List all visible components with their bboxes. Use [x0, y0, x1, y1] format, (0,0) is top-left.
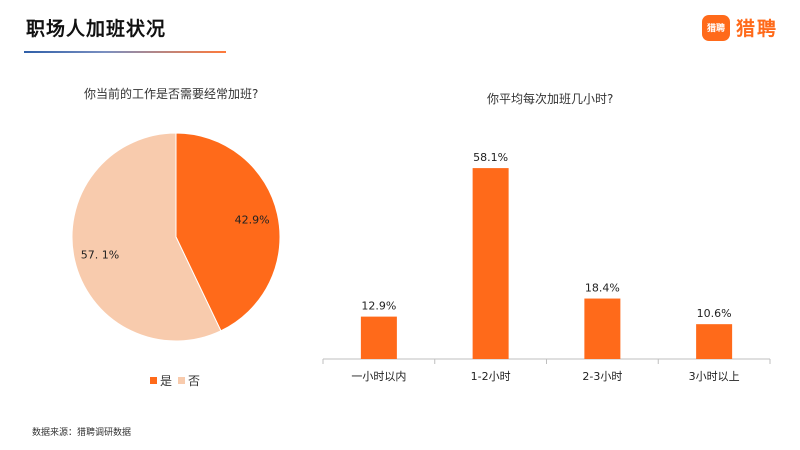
bar-3 — [696, 324, 733, 359]
pie-slice-1 — [71, 132, 222, 342]
brand-badge-icon: 猎聘 — [701, 14, 730, 41]
pie-slice-0 — [175, 132, 281, 332]
brand-logo: 猎聘 猎聘 — [701, 14, 778, 41]
legend-item-no: 否 — [178, 372, 200, 389]
bar-1 — [472, 168, 509, 359]
pie-legend: 是 否 — [150, 372, 206, 389]
bar-0 — [360, 316, 397, 359]
bar-value-label-3: 10.6% — [697, 307, 732, 320]
legend-swatch-yes — [150, 377, 157, 384]
bar-category-label-2: 2-3小时 — [582, 370, 622, 383]
pie-value-label-0: 42.9% — [235, 214, 270, 227]
page-title: 职场人加班状况 — [26, 18, 167, 40]
bar-value-label-2: 18.4% — [585, 282, 620, 295]
data-source-note: 数据来源：猎聘调研数据 — [32, 428, 132, 438]
bar-value-label-1: 58.1% — [473, 151, 508, 164]
legend-label-no: 否 — [188, 374, 201, 388]
brand-name: 猎聘 — [735, 18, 778, 40]
bar-category-label-3: 3小时以上 — [689, 370, 740, 383]
bar-2 — [584, 298, 621, 359]
legend-item-yes: 是 — [150, 372, 172, 389]
legend-label-yes: 是 — [160, 374, 173, 388]
bar-chart-title: 你平均每次加班几小时? — [487, 92, 614, 106]
bar-category-label-1: 1-2小时 — [471, 370, 511, 383]
pie-chart-title: 你当前的工作是否需要经常加班? — [84, 87, 259, 101]
legend-swatch-no — [178, 377, 186, 384]
bar-value-label-0: 12.9% — [361, 300, 396, 313]
title-underline — [24, 51, 226, 53]
bar-category-label-0: 一小时以内 — [351, 369, 406, 383]
pie-value-label-1: 57. 1% — [81, 248, 119, 261]
